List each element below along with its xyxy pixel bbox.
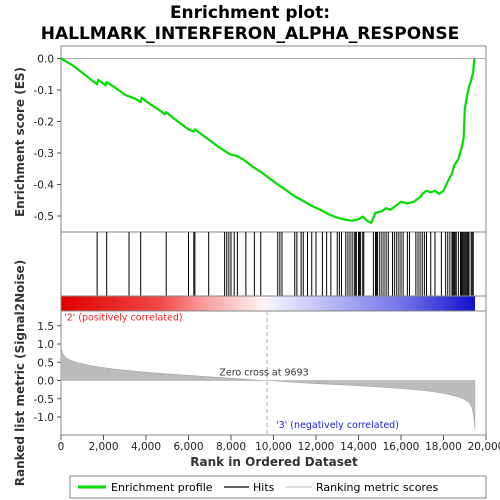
legend-frame [69,475,487,499]
ranking-y-tick-label: 1.5 [37,321,54,333]
x-tick-label: 6,000 [173,441,203,453]
es-y-tick-label: -0.4 [34,180,55,192]
hits-panel-frame [60,231,487,297]
es-y-tick-label: -0.2 [34,117,55,129]
x-tick-label: 18,000 [425,441,462,453]
x-tick-label: 0 [58,441,65,453]
chart-subtitle: HALLMARK_INTERFERON_ALPHA_RESPONSE [41,24,460,44]
legend: Enrichment profile Hits Ranking metric s… [69,475,487,499]
ranking-y-tick-label: 1.0 [37,339,54,351]
x-axis-ticks: 0 2,000 4,000 6,000 8,000 10,000 12,000 14,000 1… [58,435,500,453]
legend-profile-label: Enrichment profile [111,481,213,494]
negative-label: '3' (negatively correlated) [276,420,399,431]
ranking-metric-fill [60,342,476,430]
hits-panel [60,231,487,297]
x-tick-label: 16,000 [383,441,420,453]
x-tick-label: 12,000 [298,441,335,453]
x-axis-label: Rank in Ordered Dataset [190,455,358,469]
rank-color-bar [61,296,475,311]
x-tick-label: 8,000 [216,441,246,453]
legend-hits-label: Hits [253,481,275,494]
zero-cross-label: Zero cross at 9693 [219,368,308,379]
es-panel-frame [60,45,487,233]
ranking-y-ticks: 1.5 1.0 0.5 0.0 -0.5 -1.0 [34,321,61,424]
es-panel: 0.0 -0.1 -0.2 -0.3 -0.4 -0.5 Enrichment score… [13,45,487,233]
es-y-tick-label: -0.5 [34,211,55,223]
ranking-metric-area [60,342,476,430]
x-tick-label: 2,000 [88,441,118,453]
ranking-y-tick-label: -1.0 [34,412,55,424]
es-y-axis-label: Enrichment score (ES) [13,67,27,217]
legend-ranking-label: Ranking metric scores [316,481,438,494]
ranking-y-tick-label: 0.5 [37,357,54,369]
es-y-tick-label: -0.1 [34,85,55,97]
es-profile-line [60,57,476,224]
positive-label: '2' (positively correlated) [64,313,183,324]
es-profile [60,57,476,224]
ranking-y-tick-label: -0.5 [34,394,55,406]
ranking-panel: 1.5 1.0 0.5 0.0 -0.5 -1.0 '2' (positively cor… [13,260,487,487]
es-y-tick-label: -0.3 [34,148,55,160]
x-tick-label: 4,000 [131,441,161,453]
hit-marks [96,232,474,296]
ranking-y-tick-label: 0.0 [37,376,54,388]
x-tick-label: 14,000 [340,441,377,453]
chart-title: Enrichment plot: [170,3,330,23]
es-y-tick-label: 0.0 [37,54,54,66]
x-tick-label: 10,000 [255,441,292,453]
x-tick-label: 20,000 [468,441,500,453]
ranking-y-axis-label: Ranked list metric (Signal2Noise) [13,260,27,487]
es-y-ticks: 0.0 -0.1 -0.2 -0.3 -0.4 -0.5 [34,54,61,223]
